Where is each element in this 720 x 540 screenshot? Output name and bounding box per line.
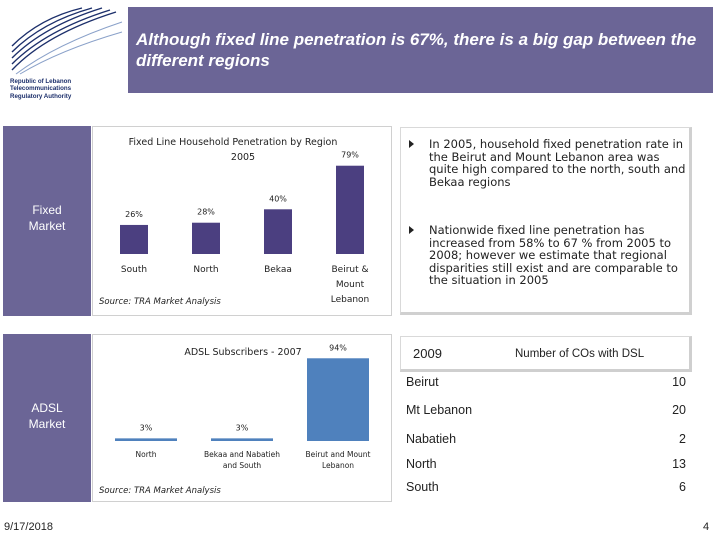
fixed-label-line-2: Market <box>28 219 66 233</box>
row-region: Mt Lebanon <box>406 403 473 417</box>
row-count: 10 <box>672 375 686 389</box>
value-label: 28% <box>197 208 215 217</box>
chart-bar <box>115 438 177 441</box>
bullet-item: In 2005, household fixed penetration rat… <box>409 138 687 188</box>
chart-source: Source: TRA Market Analysis <box>99 486 221 496</box>
category-label: North <box>193 265 218 275</box>
logo-line-3: Regulatory Authority <box>10 92 72 100</box>
chart-source: Source: TRA Market Analysis <box>99 297 221 307</box>
adsl-label-line-2: Market <box>28 417 66 431</box>
table-row: Nabatieh 2 <box>400 429 692 453</box>
table-row: North 13 <box>400 454 692 478</box>
value-label: 79% <box>341 151 359 160</box>
category-label: Bekaa <box>264 265 292 275</box>
table-row: Mt Lebanon 20 <box>400 400 692 424</box>
chart-title: ADSL Subscribers - 2007 <box>184 347 301 358</box>
triangle-bullet-icon <box>409 140 414 148</box>
fixed-penetration-svg: Fixed Line Household Penetration by Regi… <box>99 137 370 307</box>
row-region: South <box>406 480 439 494</box>
row-count: 20 <box>672 403 686 417</box>
row-region: North <box>406 457 437 471</box>
chart-title: 2005 <box>231 152 255 163</box>
dsl-co-table: 2009 Number of COs with DSL Beirut 10 Mt… <box>400 336 692 502</box>
bullet-text: In 2005, household fixed penetration rat… <box>429 137 686 189</box>
table-row: Beirut 10 <box>400 372 692 396</box>
category-label: Mount <box>336 280 365 290</box>
bullet-item: Nationwide fixed line penetration has in… <box>409 224 687 287</box>
chart-bar <box>120 224 148 254</box>
row-count: 6 <box>679 480 686 494</box>
table-column-header: Number of COs with DSL <box>515 348 645 360</box>
logo-graphic <box>11 7 123 75</box>
title-banner: Although fixed line penetration is 67%, … <box>128 7 713 93</box>
fixed-market-label: Fixed Market <box>3 202 91 234</box>
category-label: North <box>136 450 157 459</box>
logo-line-1: Republic of Lebanon <box>10 78 72 85</box>
tra-logo: Republic of Lebanon Telecommunications R… <box>6 4 124 104</box>
table-year: 2009 <box>413 346 442 361</box>
category-label: Bekaa and Nabatieh <box>204 450 280 459</box>
category-label: Lebanon <box>331 295 370 305</box>
page-number: 4 <box>703 521 710 533</box>
adsl-market-label: ADSL Market <box>3 400 91 432</box>
category-label: Beirut & <box>331 265 368 275</box>
adsl-market-bar: ADSL Market <box>3 334 91 502</box>
logo-line-2: Telecommunications <box>10 85 72 93</box>
chart-title: Fixed Line Household Penetration by Regi… <box>129 137 338 148</box>
adsl-label-line-1: ADSL <box>31 401 63 415</box>
row-region: Nabatieh <box>406 432 457 446</box>
chart-bar <box>192 222 220 254</box>
value-label: 3% <box>236 423 249 432</box>
category-label: and South <box>223 461 262 470</box>
value-label: 94% <box>329 343 347 352</box>
table-header: 2009 Number of COs with DSL <box>400 336 692 372</box>
table-row: South 6 <box>400 477 692 501</box>
adsl-subscribers-chart: ADSL Subscribers - 2007 3% North 3% Bekaa an… <box>92 334 392 502</box>
fixed-label-line-1: Fixed <box>32 203 62 217</box>
row-count: 2 <box>679 432 686 446</box>
slide-title: Although fixed line penetration is 67%, … <box>136 30 697 70</box>
row-count: 13 <box>672 457 686 471</box>
category-label: Beirut and Mount <box>305 450 370 459</box>
category-label: Lebanon <box>322 461 354 470</box>
chart-bar <box>264 209 292 254</box>
category-label: South <box>121 265 147 275</box>
insight-bullets: In 2005, household fixed penetration rat… <box>400 127 692 315</box>
fixed-market-bar: Fixed Market <box>3 126 91 316</box>
value-label: 3% <box>140 423 153 432</box>
value-label: 26% <box>125 210 143 219</box>
adsl-subscribers-svg: ADSL Subscribers - 2007 3% North 3% Bekaa an… <box>99 343 371 496</box>
chart-bar <box>307 358 369 441</box>
bullet-text: Nationwide fixed line penetration has in… <box>429 223 678 288</box>
row-region: Beirut <box>406 375 439 389</box>
slide-date: 9/17/2018 <box>4 521 53 533</box>
value-label: 40% <box>269 194 287 203</box>
triangle-bullet-icon <box>409 226 414 234</box>
logo-text: Republic of Lebanon Telecommunications R… <box>10 78 128 100</box>
fixed-penetration-chart: Fixed Line Household Penetration by Regi… <box>92 126 392 316</box>
chart-bar <box>211 438 273 441</box>
chart-bar <box>336 165 364 254</box>
